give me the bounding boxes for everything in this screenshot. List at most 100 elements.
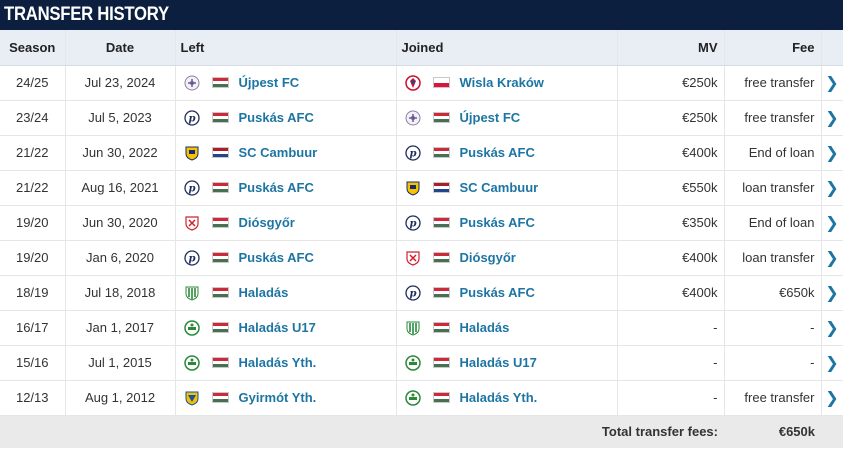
wisla-crest-icon[interactable] [404, 74, 421, 91]
puskas-crest-icon[interactable]: p [183, 179, 200, 196]
left-club-name[interactable]: Haladás U17 [238, 320, 316, 335]
haladas-youth-crest-icon[interactable] [183, 354, 200, 371]
joined-club: p Puskás AFC [397, 206, 617, 240]
joined-club: Diósgyőr [397, 241, 617, 275]
left-club: Diósgyőr [176, 206, 396, 240]
row-detail-button[interactable]: ❯ [821, 310, 843, 346]
joined-club-name[interactable]: SC Cambuur [459, 180, 539, 195]
left-club-name[interactable]: SC Cambuur [238, 145, 318, 160]
total-fees-value: €650k [724, 415, 821, 448]
haladas-youth-crest-icon[interactable] [404, 389, 421, 406]
chevron-right-icon[interactable]: ❯ [825, 247, 839, 267]
left-cell: p Puskás AFC [175, 240, 397, 276]
transfer-row: 24/25 Jul 23, 2024 Újpest FC Wisla Kraków €2… [0, 65, 843, 101]
date-cell: Jul 18, 2018 [65, 275, 176, 311]
puskas-crest-icon[interactable]: p [183, 109, 200, 126]
joined-club-name[interactable]: Puskás AFC [459, 145, 535, 160]
market-value-cell: €550k [617, 170, 725, 206]
flag-hu-icon [432, 112, 450, 123]
haladas-youth-crest-icon[interactable] [404, 354, 421, 371]
market-value-cell: - [617, 380, 725, 416]
svg-text:p: p [409, 288, 416, 299]
chevron-right-icon[interactable]: ❯ [825, 177, 839, 197]
chevron-right-icon[interactable]: ❯ [825, 142, 839, 162]
left-club-name[interactable]: Haladás Yth. [238, 355, 317, 370]
left-club-name[interactable]: Diósgyőr [238, 215, 295, 230]
flag-hu-icon [432, 322, 450, 333]
market-value-cell: €250k [617, 65, 725, 101]
joined-club-name[interactable]: Wisla Kraków [459, 75, 544, 90]
diosgyor-crest-icon[interactable] [184, 215, 200, 231]
row-detail-button[interactable]: ❯ [821, 100, 843, 136]
row-detail-button[interactable]: ❯ [821, 380, 843, 416]
market-value-cell: €350k [617, 205, 725, 241]
section-title: TRANSFER HISTORY [4, 4, 169, 25]
transfer-row: 19/20 Jun 30, 2020 Diósgyőr p Puskás AFC €350… [0, 205, 843, 241]
haladas-crest-icon[interactable] [184, 285, 200, 301]
joined-club-name[interactable]: Haladás Yth. [459, 390, 538, 405]
haladas-youth-crest-icon[interactable] [183, 319, 200, 336]
row-detail-button[interactable]: ❯ [821, 135, 843, 171]
puskas-crest-icon[interactable]: p [404, 284, 421, 301]
season-cell: 12/13 [0, 380, 66, 416]
transfer-row: 18/19 Jul 18, 2018 Haladás p Puskás AFC €400k… [0, 275, 843, 311]
row-detail-button[interactable]: ❯ [821, 240, 843, 276]
left-club-name[interactable]: Puskás AFC [238, 110, 314, 125]
cambuur-crest-icon[interactable] [184, 145, 200, 161]
joined-club: p Puskás AFC [397, 276, 617, 310]
haladas-crest-icon[interactable] [405, 320, 421, 336]
row-detail-button[interactable]: ❯ [821, 205, 843, 241]
chevron-right-icon[interactable]: ❯ [825, 212, 839, 232]
row-detail-button[interactable]: ❯ [821, 345, 843, 381]
left-club-name[interactable]: Haladás [238, 285, 289, 300]
joined-club: Újpest FC [397, 101, 617, 135]
joined-club-name[interactable]: Haladás [459, 320, 510, 335]
joined-club-name[interactable]: Diósgyőr [459, 250, 516, 265]
chevron-right-icon[interactable]: ❯ [825, 72, 839, 92]
date-cell: Jul 5, 2023 [65, 100, 176, 136]
puskas-crest-icon[interactable]: p [404, 214, 421, 231]
flag-pl-icon [432, 77, 450, 88]
left-cell: Újpest FC [175, 65, 397, 101]
season-cell: 19/20 [0, 240, 66, 276]
flag-hu-icon [211, 112, 229, 123]
joined-club-name[interactable]: Újpest FC [459, 110, 521, 125]
svg-text:p: p [188, 183, 195, 194]
market-value-cell: - [617, 345, 725, 381]
puskas-crest-icon[interactable]: p [404, 144, 421, 161]
left-cell: p Puskás AFC [175, 170, 397, 206]
left-club-name[interactable]: Puskás AFC [238, 250, 314, 265]
column-header-fee: Fee [724, 30, 822, 66]
flag-hu-icon [432, 217, 450, 228]
left-club-name[interactable]: Puskás AFC [238, 180, 314, 195]
chevron-right-icon[interactable]: ❯ [825, 317, 839, 337]
joined-club-name[interactable]: Haladás U17 [459, 355, 537, 370]
joined-club-name[interactable]: Puskás AFC [459, 215, 535, 230]
cambuur-crest-icon[interactable] [405, 180, 421, 196]
left-club-name[interactable]: Gyirmót Yth. [238, 390, 317, 405]
row-detail-button[interactable]: ❯ [821, 65, 843, 101]
left-club: Haladás U17 [176, 311, 396, 345]
puskas-crest-icon[interactable]: p [183, 249, 200, 266]
chevron-right-icon[interactable]: ❯ [825, 352, 839, 372]
flag-nl-icon [432, 182, 450, 193]
gyirmot-crest-icon[interactable] [184, 390, 200, 406]
chevron-right-icon[interactable]: ❯ [825, 387, 839, 407]
row-detail-button[interactable]: ❯ [821, 275, 843, 311]
svg-text:p: p [409, 148, 416, 159]
diosgyor-crest-icon[interactable] [405, 250, 421, 266]
chevron-right-icon[interactable]: ❯ [825, 107, 839, 127]
chevron-right-icon[interactable]: ❯ [825, 282, 839, 302]
transfer-row: 19/20 Jan 6, 2020 p Puskás AFC Diósgyőr €400k… [0, 240, 843, 276]
column-header-mv: MV [617, 30, 725, 66]
column-header-arrow [821, 30, 843, 66]
left-club: p Puskás AFC [176, 171, 396, 205]
date-cell: Jun 30, 2022 [65, 135, 176, 171]
ujpest-crest-icon[interactable] [405, 110, 421, 126]
row-detail-button[interactable]: ❯ [821, 170, 843, 206]
ujpest-crest-icon[interactable] [184, 75, 200, 91]
date-cell: Aug 1, 2012 [65, 380, 176, 416]
joined-cell: Diósgyőr [396, 240, 618, 276]
left-club-name[interactable]: Újpest FC [238, 75, 300, 90]
joined-club-name[interactable]: Puskás AFC [459, 285, 535, 300]
